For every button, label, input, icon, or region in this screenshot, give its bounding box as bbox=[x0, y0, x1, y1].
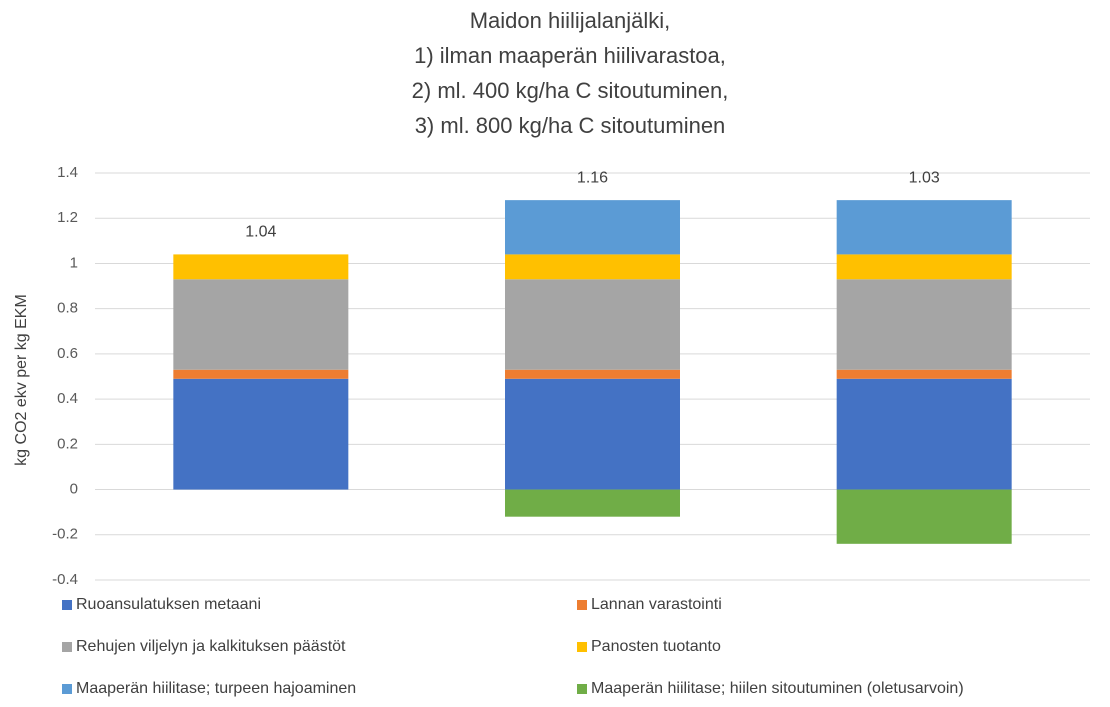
chart-title: 2) ml. 400 kg/ha C sitoutuminen, bbox=[412, 78, 729, 103]
legend-label: Lannan varastointi bbox=[591, 596, 722, 613]
y-tick-label: 0.4 bbox=[57, 390, 78, 407]
legend-swatch bbox=[62, 600, 72, 610]
legend-swatch bbox=[62, 642, 72, 652]
bar-segment bbox=[173, 279, 349, 370]
bar-segment bbox=[836, 254, 1012, 280]
bar-segment bbox=[173, 254, 349, 280]
bar-segment bbox=[505, 254, 680, 280]
bar-segment bbox=[505, 369, 680, 379]
total-label: 1.16 bbox=[577, 169, 608, 186]
y-tick-label: 0.2 bbox=[57, 435, 78, 452]
legend-swatch bbox=[577, 642, 587, 652]
bar-segment bbox=[836, 489, 1012, 544]
chart-title: 3) ml. 800 kg/ha C sitoutuminen bbox=[415, 113, 726, 138]
bar-segment bbox=[505, 378, 680, 490]
bar-segment bbox=[505, 279, 680, 370]
legend-swatch bbox=[577, 684, 587, 694]
total-label: 1.03 bbox=[909, 169, 940, 186]
y-tick-label: 0.8 bbox=[57, 300, 78, 317]
y-tick-label: -0.4 bbox=[52, 571, 78, 588]
y-tick-label: 1.2 bbox=[57, 209, 78, 226]
bar-segment bbox=[836, 200, 1012, 255]
y-tick-label: 1.4 bbox=[57, 164, 78, 181]
bar-segment bbox=[173, 378, 349, 490]
chart-title: 1) ilman maaperän hiilivarastoa, bbox=[414, 43, 726, 68]
chart-title: Maidon hiilijalanjälki, bbox=[470, 8, 671, 33]
legend-swatch bbox=[577, 600, 587, 610]
bar-segment bbox=[836, 279, 1012, 370]
y-tick-label: 1 bbox=[70, 254, 78, 271]
bar-segment bbox=[836, 369, 1012, 379]
y-tick-label: 0 bbox=[70, 481, 78, 498]
legend-label: Rehujen viljelyn ja kalkituksen päästöt bbox=[76, 638, 346, 655]
bar-segment bbox=[505, 200, 680, 255]
bar-segment bbox=[173, 369, 349, 379]
legend-label: Panosten tuotanto bbox=[591, 638, 721, 655]
y-axis-label: kg CO2 ekv per kg EKM bbox=[13, 294, 30, 466]
y-tick-label: 0.6 bbox=[57, 345, 78, 362]
legend-label: Maaperän hiilitase; hiilen sitoutuminen … bbox=[591, 680, 964, 697]
legend-label: Maaperän hiilitase; turpeen hajoaminen bbox=[76, 680, 356, 697]
total-label: 1.04 bbox=[245, 224, 276, 241]
y-tick-label: -0.2 bbox=[52, 526, 78, 543]
legend-swatch bbox=[62, 684, 72, 694]
legend-label: Ruoansulatuksen metaani bbox=[76, 596, 261, 613]
bar-segment bbox=[505, 489, 680, 517]
bar-segment bbox=[836, 378, 1012, 490]
